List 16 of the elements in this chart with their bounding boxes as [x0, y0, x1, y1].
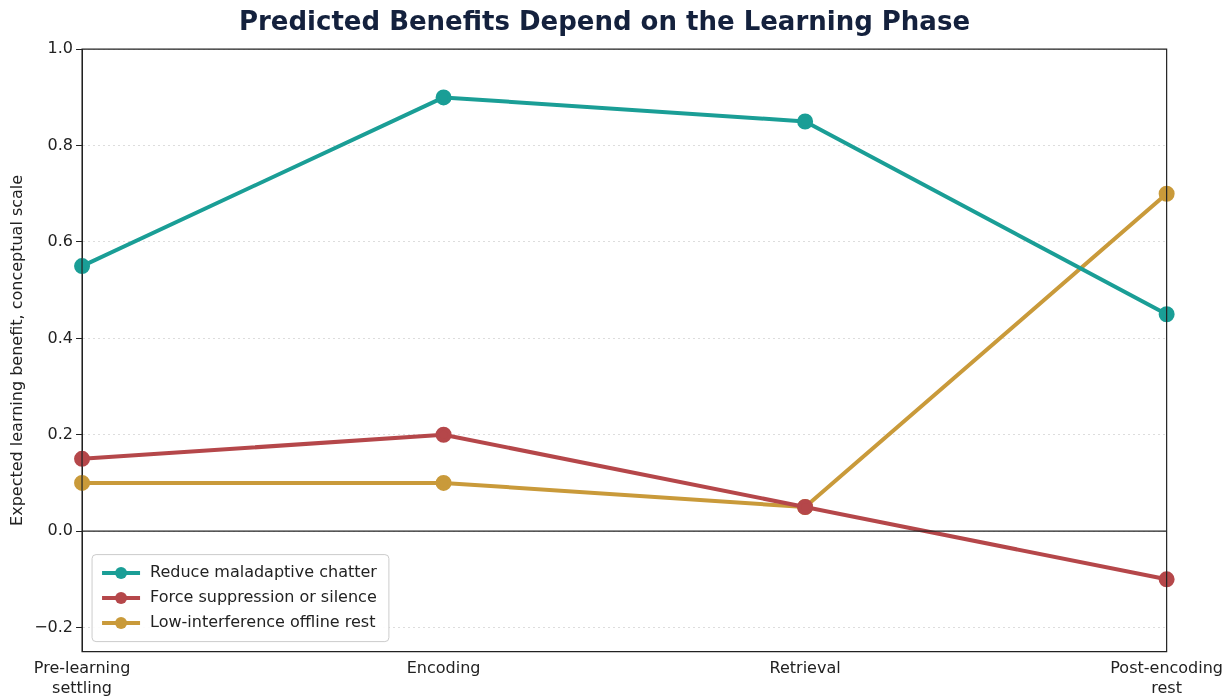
legend-label: Low-interference offline rest	[150, 612, 376, 632]
y-tick-label: 0.6	[47, 231, 74, 251]
x-tick-label: Encoding	[406, 658, 481, 678]
y-tick-label: 0.2	[47, 423, 74, 443]
x-tick-label: Pre-learning settling	[33, 658, 131, 697]
y-tick-label: 0.0	[47, 520, 74, 540]
y-tick-label: 0.8	[47, 134, 74, 154]
y-tick-label: 0.4	[47, 327, 74, 347]
y-tick-label: 1.0	[47, 38, 74, 58]
legend-label: Reduce maladaptive chatter	[150, 562, 378, 582]
x-tick-label: Retrieval	[769, 658, 841, 678]
x-tick-label: Post-encoding rest	[1110, 658, 1223, 697]
y-tick-label: −0.2	[34, 616, 74, 636]
y-axis-title: Expected learning benefit, conceptual scale	[6, 174, 26, 526]
chart-title: Predicted Benefits Depend on the Learning Phase	[238, 6, 971, 37]
legend-label: Force suppression or silence	[150, 587, 377, 607]
